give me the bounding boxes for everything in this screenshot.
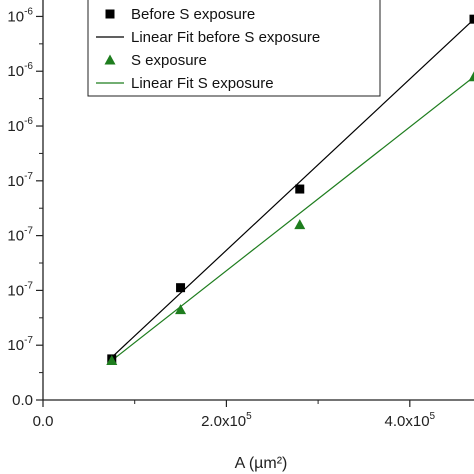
y-ticks: 0.0 10-7 10-7 10-7 10-7 10-6 10-6 10-6	[7, 6, 43, 409]
x-axis-title: A (µm²)	[235, 455, 288, 472]
y-tick-label: 10-6	[7, 61, 33, 80]
fit-line	[111, 76, 474, 362]
legend-label: Before S exposure	[131, 6, 255, 23]
fit-line	[111, 18, 474, 358]
y-tick-label: 10-6	[7, 6, 33, 25]
y-tick-label: 10-7	[7, 280, 33, 299]
legend: Before S exposure Linear Fit before S exp…	[87, 0, 381, 97]
data-point-triangle	[175, 304, 187, 315]
y-tick-label: 10-7	[7, 226, 33, 245]
data-point-triangle	[106, 355, 118, 366]
y-tick-label: 10-7	[7, 171, 33, 190]
data-points	[106, 14, 474, 366]
x-tick-label: 4.0x105	[385, 411, 436, 430]
legend-label: Linear Fit S exposure	[131, 75, 274, 92]
legend-triangle-icon	[104, 54, 116, 65]
y-tick-label: 10-6	[7, 116, 33, 135]
x-tick-label: 2.0x105	[201, 411, 252, 430]
legend-box	[87, 0, 381, 97]
x-tick-label: 0.0	[33, 413, 54, 430]
fit-lines	[111, 18, 474, 362]
legend-label: Linear Fit before S exposure	[131, 29, 320, 46]
y-tick-label: 0.0	[12, 392, 33, 409]
y-tick-label: 10-7	[7, 335, 33, 354]
legend-square-icon	[105, 9, 115, 19]
data-point-square	[176, 283, 186, 293]
legend-label: S exposure	[131, 52, 207, 69]
x-ticks: 0.0 2.0x105 4.0x105	[33, 400, 436, 430]
data-point-square	[295, 184, 305, 194]
data-point-square	[469, 14, 474, 24]
data-point-triangle	[468, 71, 474, 82]
data-point-triangle	[294, 219, 306, 230]
axes	[42, 0, 474, 401]
